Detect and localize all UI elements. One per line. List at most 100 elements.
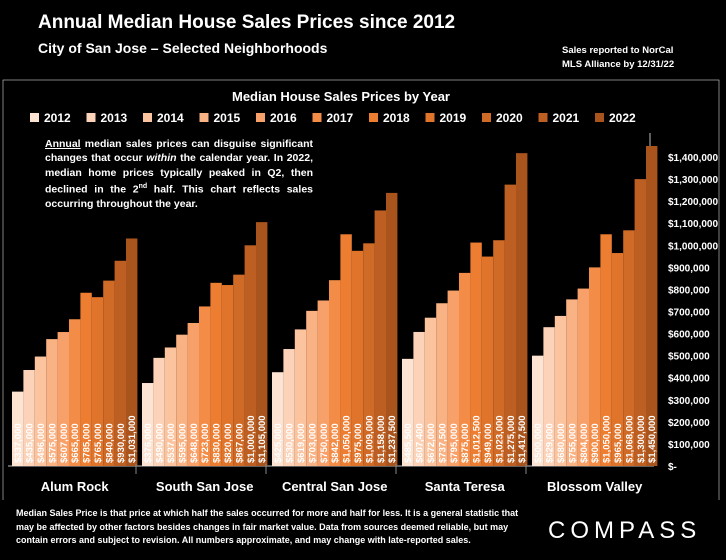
legend-swatch (30, 113, 39, 122)
source-note: Sales reported to NorCal MLS Alliance by… (562, 44, 674, 72)
bar-value-label: $648,000 (189, 423, 200, 463)
bar (543, 327, 555, 466)
annotation-part1: median sales prices can disguise signifi… (45, 138, 313, 165)
y-tick-label: $800,000 (668, 285, 710, 296)
bar-value-label: $607,000 (59, 423, 70, 463)
bar (221, 285, 234, 466)
legend-swatch (595, 113, 604, 122)
bar-value-label: $607,400 (415, 423, 426, 463)
chart-title: Median House Sales Prices by Year (232, 89, 450, 104)
bar-value-label: $737,500 (437, 423, 448, 463)
bar-value-label: $830,000 (212, 423, 223, 463)
compass-logo: COMPASS (548, 517, 702, 544)
y-tick-label: $1,300,000 (668, 175, 718, 186)
bar (210, 282, 222, 466)
page-title: Annual Median House Sales Prices since 2… (38, 12, 456, 33)
bar (611, 253, 624, 466)
bar (386, 192, 398, 466)
bar-value-label: $1,023,000 (494, 415, 505, 463)
bar (12, 391, 24, 466)
bar (577, 288, 589, 466)
bar (447, 290, 459, 466)
bar-value-label: $1,450,000 (647, 415, 658, 463)
bar (233, 274, 245, 466)
bar-value-label: $723,000 (200, 423, 211, 463)
bar (57, 332, 69, 466)
bar (493, 240, 505, 466)
bar (481, 256, 494, 466)
bar-value-label: $750,000 (319, 423, 330, 463)
bar (600, 234, 612, 466)
bar-value-label: $765,000 (93, 423, 104, 463)
bar (114, 260, 126, 466)
bar-value-label: $875,000 (460, 423, 471, 463)
bar (283, 349, 295, 466)
bar-value-label: $1,417,500 (517, 415, 528, 463)
category-label: Santa Teresa (425, 479, 506, 494)
y-tick-label: $- (668, 462, 677, 473)
bar (351, 250, 364, 466)
bar-value-label: $629,000 (545, 423, 556, 463)
bar (23, 370, 35, 466)
bar-value-label: $900,000 (590, 423, 601, 463)
bar-value-label: $842,000 (330, 423, 341, 463)
y-tick-label: $100,000 (668, 440, 710, 451)
bar-value-label: $619,000 (296, 423, 307, 463)
bar (504, 184, 516, 466)
annotation-part3: half. This chart reflects sales occurrin… (45, 183, 313, 210)
category-label: Blossom Valley (547, 479, 643, 494)
bar-value-label: $376,000 (143, 423, 154, 463)
bar-value-label: $425,000 (273, 423, 284, 463)
annotation-within: within (146, 152, 177, 165)
bar-value-label: $1,031,000 (127, 415, 138, 463)
legend-swatch (199, 113, 209, 122)
category-label: South San Jose (156, 479, 254, 494)
bar-value-label: $1,237,500 (387, 415, 398, 463)
bar (329, 280, 341, 466)
bar (272, 372, 284, 466)
legend-swatch (369, 113, 378, 122)
legend-label: 2018 (383, 111, 410, 125)
bar-value-label: $867,000 (234, 423, 245, 463)
bar (91, 297, 104, 466)
y-tick-label: $1,400,000 (668, 153, 718, 164)
bar-value-label: $795,000 (449, 423, 460, 463)
bar (46, 339, 58, 466)
bar (199, 306, 211, 466)
bar (80, 292, 92, 466)
bar-value-label: $575,000 (47, 423, 58, 463)
bar-value-label: $337,000 (13, 423, 24, 463)
bar (554, 315, 567, 466)
bar (516, 153, 528, 466)
bar (340, 234, 352, 466)
bar-value-label: $595,000 (177, 423, 188, 463)
bar (153, 357, 165, 466)
bar (459, 272, 471, 466)
legend-label: 2022 (609, 111, 636, 125)
bar (317, 300, 329, 466)
bar (244, 245, 256, 466)
bar (436, 303, 448, 466)
source-note-line2: MLS Alliance by 12/31/22 (562, 59, 675, 70)
legend-swatch (538, 113, 548, 122)
bar (34, 356, 47, 466)
bar (164, 347, 177, 466)
bar (306, 310, 318, 466)
bar-value-label: $1,068,000 (624, 415, 635, 463)
bar (413, 331, 425, 466)
legend-label: 2021 (553, 111, 580, 125)
bar-value-label: $485,500 (403, 423, 414, 463)
legend-swatch (312, 113, 322, 122)
bar (402, 358, 414, 466)
bar-value-label: $672,000 (426, 423, 437, 463)
y-tick-label: $1,200,000 (668, 197, 718, 208)
bar-value-label: $930,000 (116, 423, 127, 463)
y-tick-label: $1,000,000 (668, 241, 718, 252)
bar-value-label: $965,000 (613, 423, 624, 463)
bar-value-label: $1,105,000 (257, 415, 268, 463)
legend-swatch (143, 113, 152, 122)
bar-value-label: $820,000 (223, 423, 234, 463)
bar-value-label: $1,300,000 (636, 415, 647, 463)
bar-value-label: $500,000 (533, 423, 544, 463)
bar (532, 355, 544, 466)
